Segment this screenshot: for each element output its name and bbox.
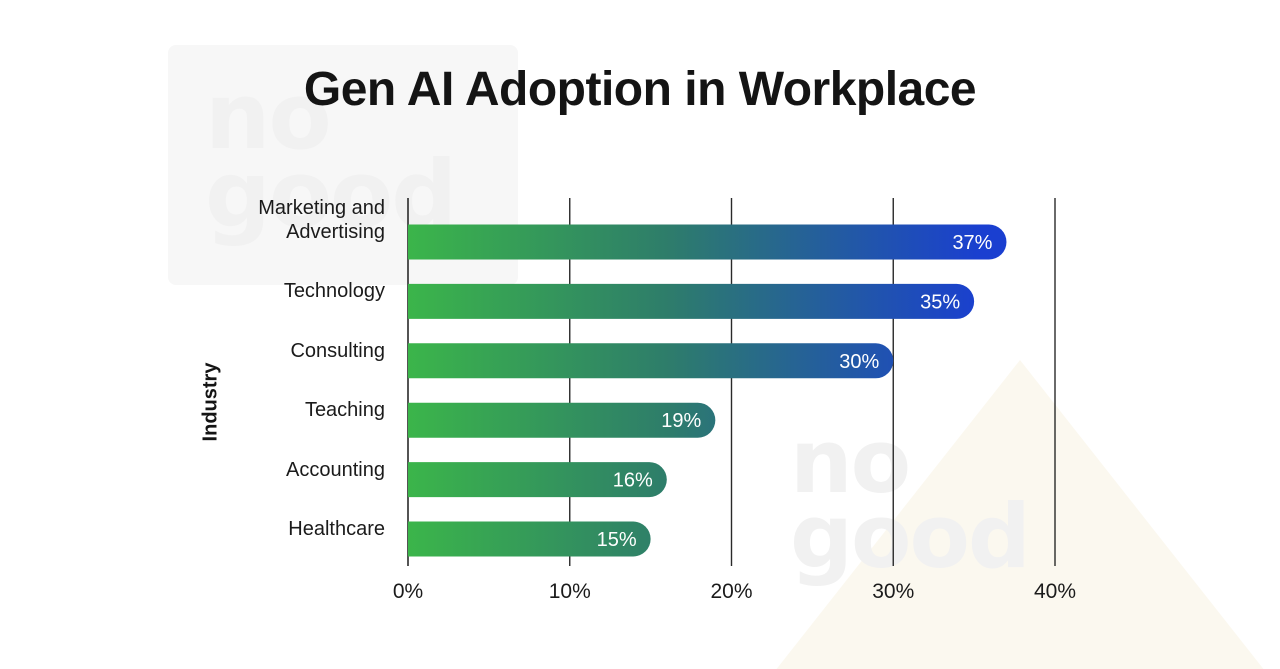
x-tick-label: 30% bbox=[872, 580, 915, 603]
x-tick-label: 10% bbox=[548, 580, 591, 603]
watermark-logo: no good bbox=[790, 410, 1031, 588]
category-label: Healthcare bbox=[288, 518, 385, 540]
background-triangle bbox=[760, 360, 1280, 669]
bar-5 bbox=[408, 521, 651, 557]
bar-value-label: 16% bbox=[613, 470, 653, 492]
category-label: Technology bbox=[283, 280, 385, 303]
bar-value-label: 15% bbox=[597, 529, 637, 551]
bar-value-label: 37% bbox=[952, 232, 992, 254]
bar-value-label: 35% bbox=[920, 291, 960, 313]
x-tick-label: 0% bbox=[392, 580, 424, 603]
bar-4 bbox=[408, 462, 667, 498]
chart-title: Gen AI Adoption in Workplace bbox=[303, 63, 977, 116]
category-label: Marketing and Advertising bbox=[258, 197, 385, 243]
category-label: Teaching bbox=[304, 399, 385, 422]
x-tick-label: 40% bbox=[1033, 580, 1077, 603]
bar-1 bbox=[408, 283, 975, 319]
bar-value-label: 19% bbox=[661, 410, 701, 432]
category-label: Consulting bbox=[290, 339, 385, 362]
bar-3 bbox=[408, 402, 716, 438]
bar-2 bbox=[408, 343, 894, 379]
bar-0 bbox=[408, 224, 1007, 260]
bar-value-label: 30% bbox=[839, 351, 879, 373]
category-label: Accounting bbox=[286, 458, 385, 481]
x-tick-label: 20% bbox=[710, 580, 753, 603]
